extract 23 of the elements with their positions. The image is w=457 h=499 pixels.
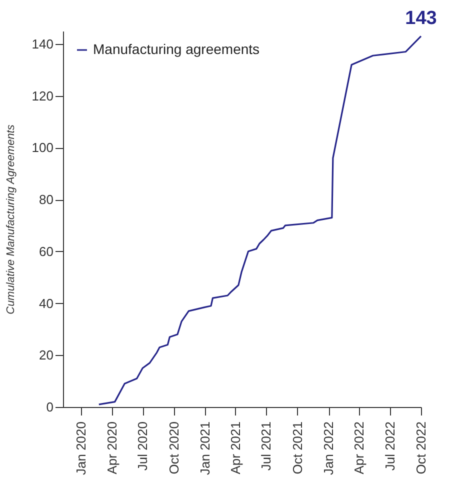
y-tick-label: 140: [32, 36, 54, 52]
y-tick-label: 80: [39, 192, 54, 208]
x-tick-label: Jan 2022: [321, 422, 336, 475]
y-tick-label: 100: [32, 140, 54, 156]
x-tick-label: Jul 2022: [382, 422, 398, 471]
x-tick-label: Apr 2020: [104, 422, 120, 474]
y-tick-label: 0: [46, 400, 54, 414]
y-axis-title: Cumulative Manufacturing Agreements: [4, 124, 17, 314]
x-tick-label: Jul 2021: [258, 422, 274, 471]
x-tick-label: Oct 2020: [166, 422, 182, 474]
annotation: 143: [405, 8, 437, 30]
x-tick-label: Jul 2020: [135, 422, 150, 471]
x-tick-label: Apr 2021: [228, 422, 243, 474]
x-tick-label: Oct 2021: [290, 422, 305, 474]
legend-label: Manufacturing agreements: [93, 41, 260, 57]
x-tick-label: Jan 2020: [73, 422, 88, 475]
y-tick-label: 60: [39, 244, 54, 259]
y-tick-label: 40: [39, 296, 54, 311]
x-tick-label: Jan 2021: [197, 422, 212, 475]
y-tick-label: 20: [39, 348, 54, 363]
x-tick-label: Oct 2022: [414, 422, 428, 474]
x-tick-label: Apr 2022: [352, 422, 367, 474]
y-tick-label: 120: [32, 88, 54, 104]
